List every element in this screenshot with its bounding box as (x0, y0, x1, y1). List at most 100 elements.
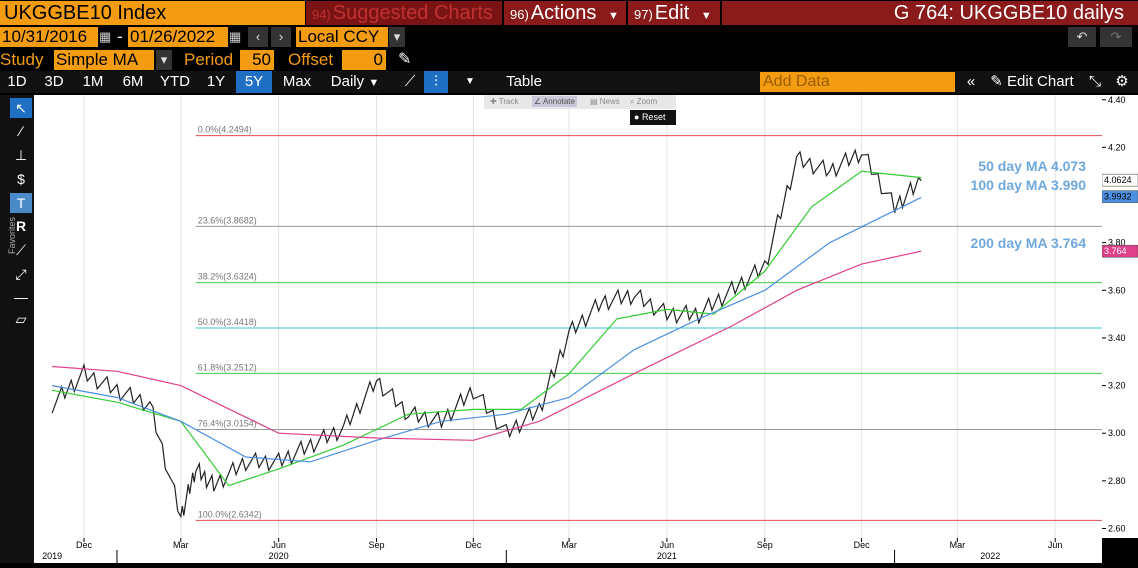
suggested-num: 94) (312, 7, 331, 22)
fib-label-3: 50.0%(3.4418) (198, 317, 257, 327)
price-tag-2: 3.764 (1104, 246, 1127, 256)
next-period-icon[interactable]: › (271, 27, 291, 47)
chart-type-caret-icon[interactable]: ▼ (465, 76, 475, 87)
graph-title: G 764: UKGGBE10 dailys (722, 1, 1138, 25)
table-button[interactable]: Table (506, 73, 542, 90)
resize-icon[interactable]: ⤡ (1088, 73, 1101, 90)
x-year-label-0: 2019 (42, 551, 62, 561)
edit-menu[interactable]: 97) Edit ▼ (628, 1, 720, 25)
chart-area[interactable]: 0.0%(4.2494) 23.6%(3.8682) 38.2%(3.6324) 50… (34, 95, 1102, 538)
range-tab-ytd[interactable]: YTD (160, 73, 190, 90)
track-button[interactable]: ✚ Track (490, 97, 519, 106)
price-tag-bg-0 (1101, 173, 1138, 187)
actions-num: 96) (510, 7, 529, 22)
news-label: News (599, 97, 620, 106)
draw-line-icon[interactable]: ∕ (19, 123, 23, 139)
fib-label-2: 38.2%(3.6324) (198, 272, 257, 282)
zoom-label: Zoom (636, 97, 658, 106)
legend-entry-1: 100 day MA 3.990 (971, 177, 1087, 193)
redo-icon[interactable]: ↷ (1100, 27, 1132, 47)
currency-select[interactable]: Local CCY (296, 27, 388, 47)
offset-input[interactable]: 0 (342, 50, 386, 70)
edit-chart-label: Edit Chart (1007, 73, 1074, 90)
period-input[interactable]: 50 (240, 50, 274, 70)
zoom-button[interactable]: ⌕ Zoom (630, 97, 658, 106)
channel-tool-icon[interactable]: ⤢ (15, 266, 27, 282)
news-button[interactable]: ▤ News (590, 97, 620, 106)
mini-toolbar: ✚ Track ∠ Annotate ▤ News ⌕ Zoom (484, 95, 676, 109)
pen-icon[interactable]: ✎ (398, 51, 412, 68)
add-data-input[interactable]: Add Data (760, 72, 955, 92)
edit-chart-pen-icon: ✎ (990, 73, 1003, 90)
fib-label-6: 100.0%(2.6342) (198, 509, 262, 519)
suggested-charts-menu[interactable]: 94) Suggested Charts (306, 1, 502, 25)
bar-chart-icon[interactable]: ⫶ (424, 71, 448, 93)
edit-chart-button[interactable]: ✎ Edit Chart (984, 71, 1080, 93)
x-tick-label-3: Sep (369, 540, 385, 550)
reset-button[interactable]: ● Reset (630, 110, 676, 125)
collapse-icon[interactable]: « (966, 73, 976, 90)
currency-caret-icon[interactable]: ▾ (389, 27, 405, 47)
text-tool-icon[interactable]: T (10, 193, 32, 213)
range-tab-6m[interactable]: 6M (122, 73, 144, 90)
frequency-caret-icon: ▼ (368, 77, 380, 89)
x-axis-svg: Dec Mar Jun Sep Dec Mar Jun Sep Dec Mar Jun 2019 202… (42, 538, 1063, 563)
annotate-button[interactable]: ∠ Annotate (532, 96, 577, 107)
trend-tool-icon[interactable]: ⟋ (16, 242, 26, 258)
study-caret-icon[interactable]: ▾ (156, 50, 172, 70)
actions-menu[interactable]: 96) Actions ▼ (504, 1, 626, 25)
ticker-field[interactable]: UKGGBE10 Index (0, 1, 305, 25)
price-series-line (51, 148, 922, 519)
pointer-icon[interactable]: ↖ (10, 98, 32, 118)
horizontal-line-icon[interactable]: — (14, 289, 28, 305)
study-type-select[interactable]: Simple MA (54, 50, 154, 70)
range-tab-5y[interactable]: 5Y (236, 71, 272, 93)
end-calendar-icon[interactable]: ▦ (229, 29, 242, 44)
price-tag-bg-1 (1101, 190, 1138, 203)
chart-svg: 0.0%(4.2494) 23.6%(3.8682) 38.2%(3.6324) 50… (51, 95, 1102, 538)
y-axis-svg: 4.404.204.003.803.603.403.203.002.802.60… (1101, 95, 1138, 533)
x-tick-label-4: Dec (465, 540, 482, 550)
x-axis: Dec Mar Jun Sep Dec Mar Jun Sep Dec Mar Jun 2019 202… (34, 538, 1102, 563)
line-chart-icon[interactable]: ⟋ (404, 73, 416, 90)
end-date-input[interactable]: 01/26/2022 (128, 27, 228, 47)
date-dash: - (117, 27, 123, 46)
annotate-label: Annotate (542, 97, 575, 106)
range-tab-1d[interactable]: 1D (7, 73, 27, 90)
frequency-select[interactable]: Daily ▼ (324, 71, 386, 93)
percent-tool-icon[interactable]: ⊥ (14, 147, 28, 163)
undo-icon[interactable]: ↶ (1068, 27, 1096, 47)
x-year-label-1: 2020 (269, 551, 289, 561)
prev-period-icon[interactable]: ‹ (248, 27, 268, 47)
ma-line-1 (51, 170, 922, 487)
x-tick-label-10: Jun (1048, 540, 1063, 550)
legend-entry-0: 50 day MA 4.073 (978, 158, 1086, 174)
y-tick-label-7: 3.00 (1108, 428, 1126, 438)
y-axis: 4.404.204.003.803.603.403.203.002.802.60… (1101, 95, 1138, 538)
fib-tool-icon[interactable]: ▱ (15, 311, 27, 327)
x-tick-label-9: Mar (950, 540, 966, 550)
x-tick-label-5: Mar (561, 540, 577, 550)
ray-tool-icon[interactable]: R (15, 218, 27, 234)
x-tick-label-0: Dec (76, 540, 93, 550)
suggested-label: Suggested Charts (332, 2, 493, 24)
y-tick-label-6: 3.20 (1108, 381, 1126, 391)
reset-label: Reset (641, 112, 666, 122)
y-tick-label-0: 4.40 (1108, 95, 1126, 105)
offset-label: Offset (288, 50, 334, 69)
y-tick-label-1: 4.20 (1108, 142, 1126, 152)
x-tick-label-1: Mar (173, 540, 189, 550)
price-tool-icon[interactable]: $ (17, 171, 25, 187)
gear-icon[interactable]: ⚙ (1115, 73, 1129, 90)
track-label: Track (498, 97, 519, 106)
start-calendar-icon[interactable]: ▦ (99, 29, 112, 44)
x-tick-label-8: Dec (854, 540, 871, 550)
range-tab-1y[interactable]: 1Y (206, 73, 226, 90)
x-tick-label-6: Jun (660, 540, 675, 550)
fib-label-4: 61.8%(3.2512) (198, 362, 257, 372)
range-tab-3d[interactable]: 3D (44, 73, 64, 90)
range-tab-max[interactable]: Max (282, 73, 312, 90)
range-tab-1m[interactable]: 1M (82, 73, 104, 90)
start-date-input[interactable]: 10/31/2016 (0, 27, 98, 47)
price-tag-bg-2 (1101, 244, 1138, 258)
